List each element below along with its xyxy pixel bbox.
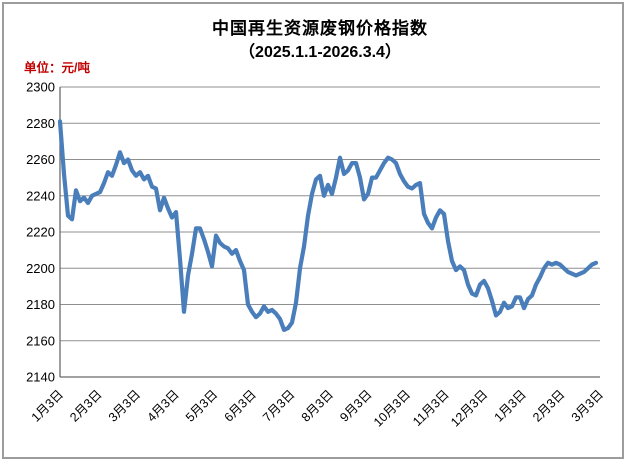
x-axis-label: 1月3日 [29, 387, 66, 424]
price-line [57, 119, 599, 332]
y-axis-label: 2300 [26, 80, 55, 95]
x-axis-label: 5月3日 [183, 387, 220, 424]
x-axis-label: 12月3日 [448, 387, 490, 429]
x-axis-label: 4月3日 [144, 387, 181, 424]
chart-title: 中国再生资源废钢价格指数 [212, 19, 428, 38]
y-axis-label: 2220 [26, 225, 55, 240]
y-axis-label: 2240 [26, 188, 55, 203]
x-axis-label: 7月3日 [260, 387, 297, 424]
x-axis-label: 1月3日 [492, 387, 529, 424]
y-axis-label: 2200 [26, 261, 55, 276]
x-axis-label: 11月3日 [410, 387, 452, 429]
title-block: 中国再生资源废钢价格指数 （2025.1.1-2026.3.4） [20, 16, 620, 64]
x-axis-label: 3月3日 [106, 387, 143, 424]
x-axis-label: 8月3日 [299, 387, 336, 424]
x-axis-label: 2月3日 [67, 387, 104, 424]
chart-subtitle: （2025.1.1-2026.3.4） [239, 43, 401, 61]
x-axis-label: 6月3日 [222, 387, 259, 424]
y-axis-label: 2160 [26, 333, 55, 348]
x-axis-label: 2月3日 [530, 387, 567, 424]
x-axis-label: 9月3日 [337, 387, 374, 424]
unit-label: 单位：元/吨 [24, 61, 90, 75]
y-axis-label: 2260 [26, 152, 55, 167]
y-axis-label: 2180 [26, 297, 55, 312]
x-axis-label: 3月3日 [569, 387, 606, 424]
y-axis-label: 2140 [26, 370, 55, 385]
x-axis-label: 10月3日 [371, 387, 413, 429]
y-axis-label: 2280 [26, 116, 55, 131]
